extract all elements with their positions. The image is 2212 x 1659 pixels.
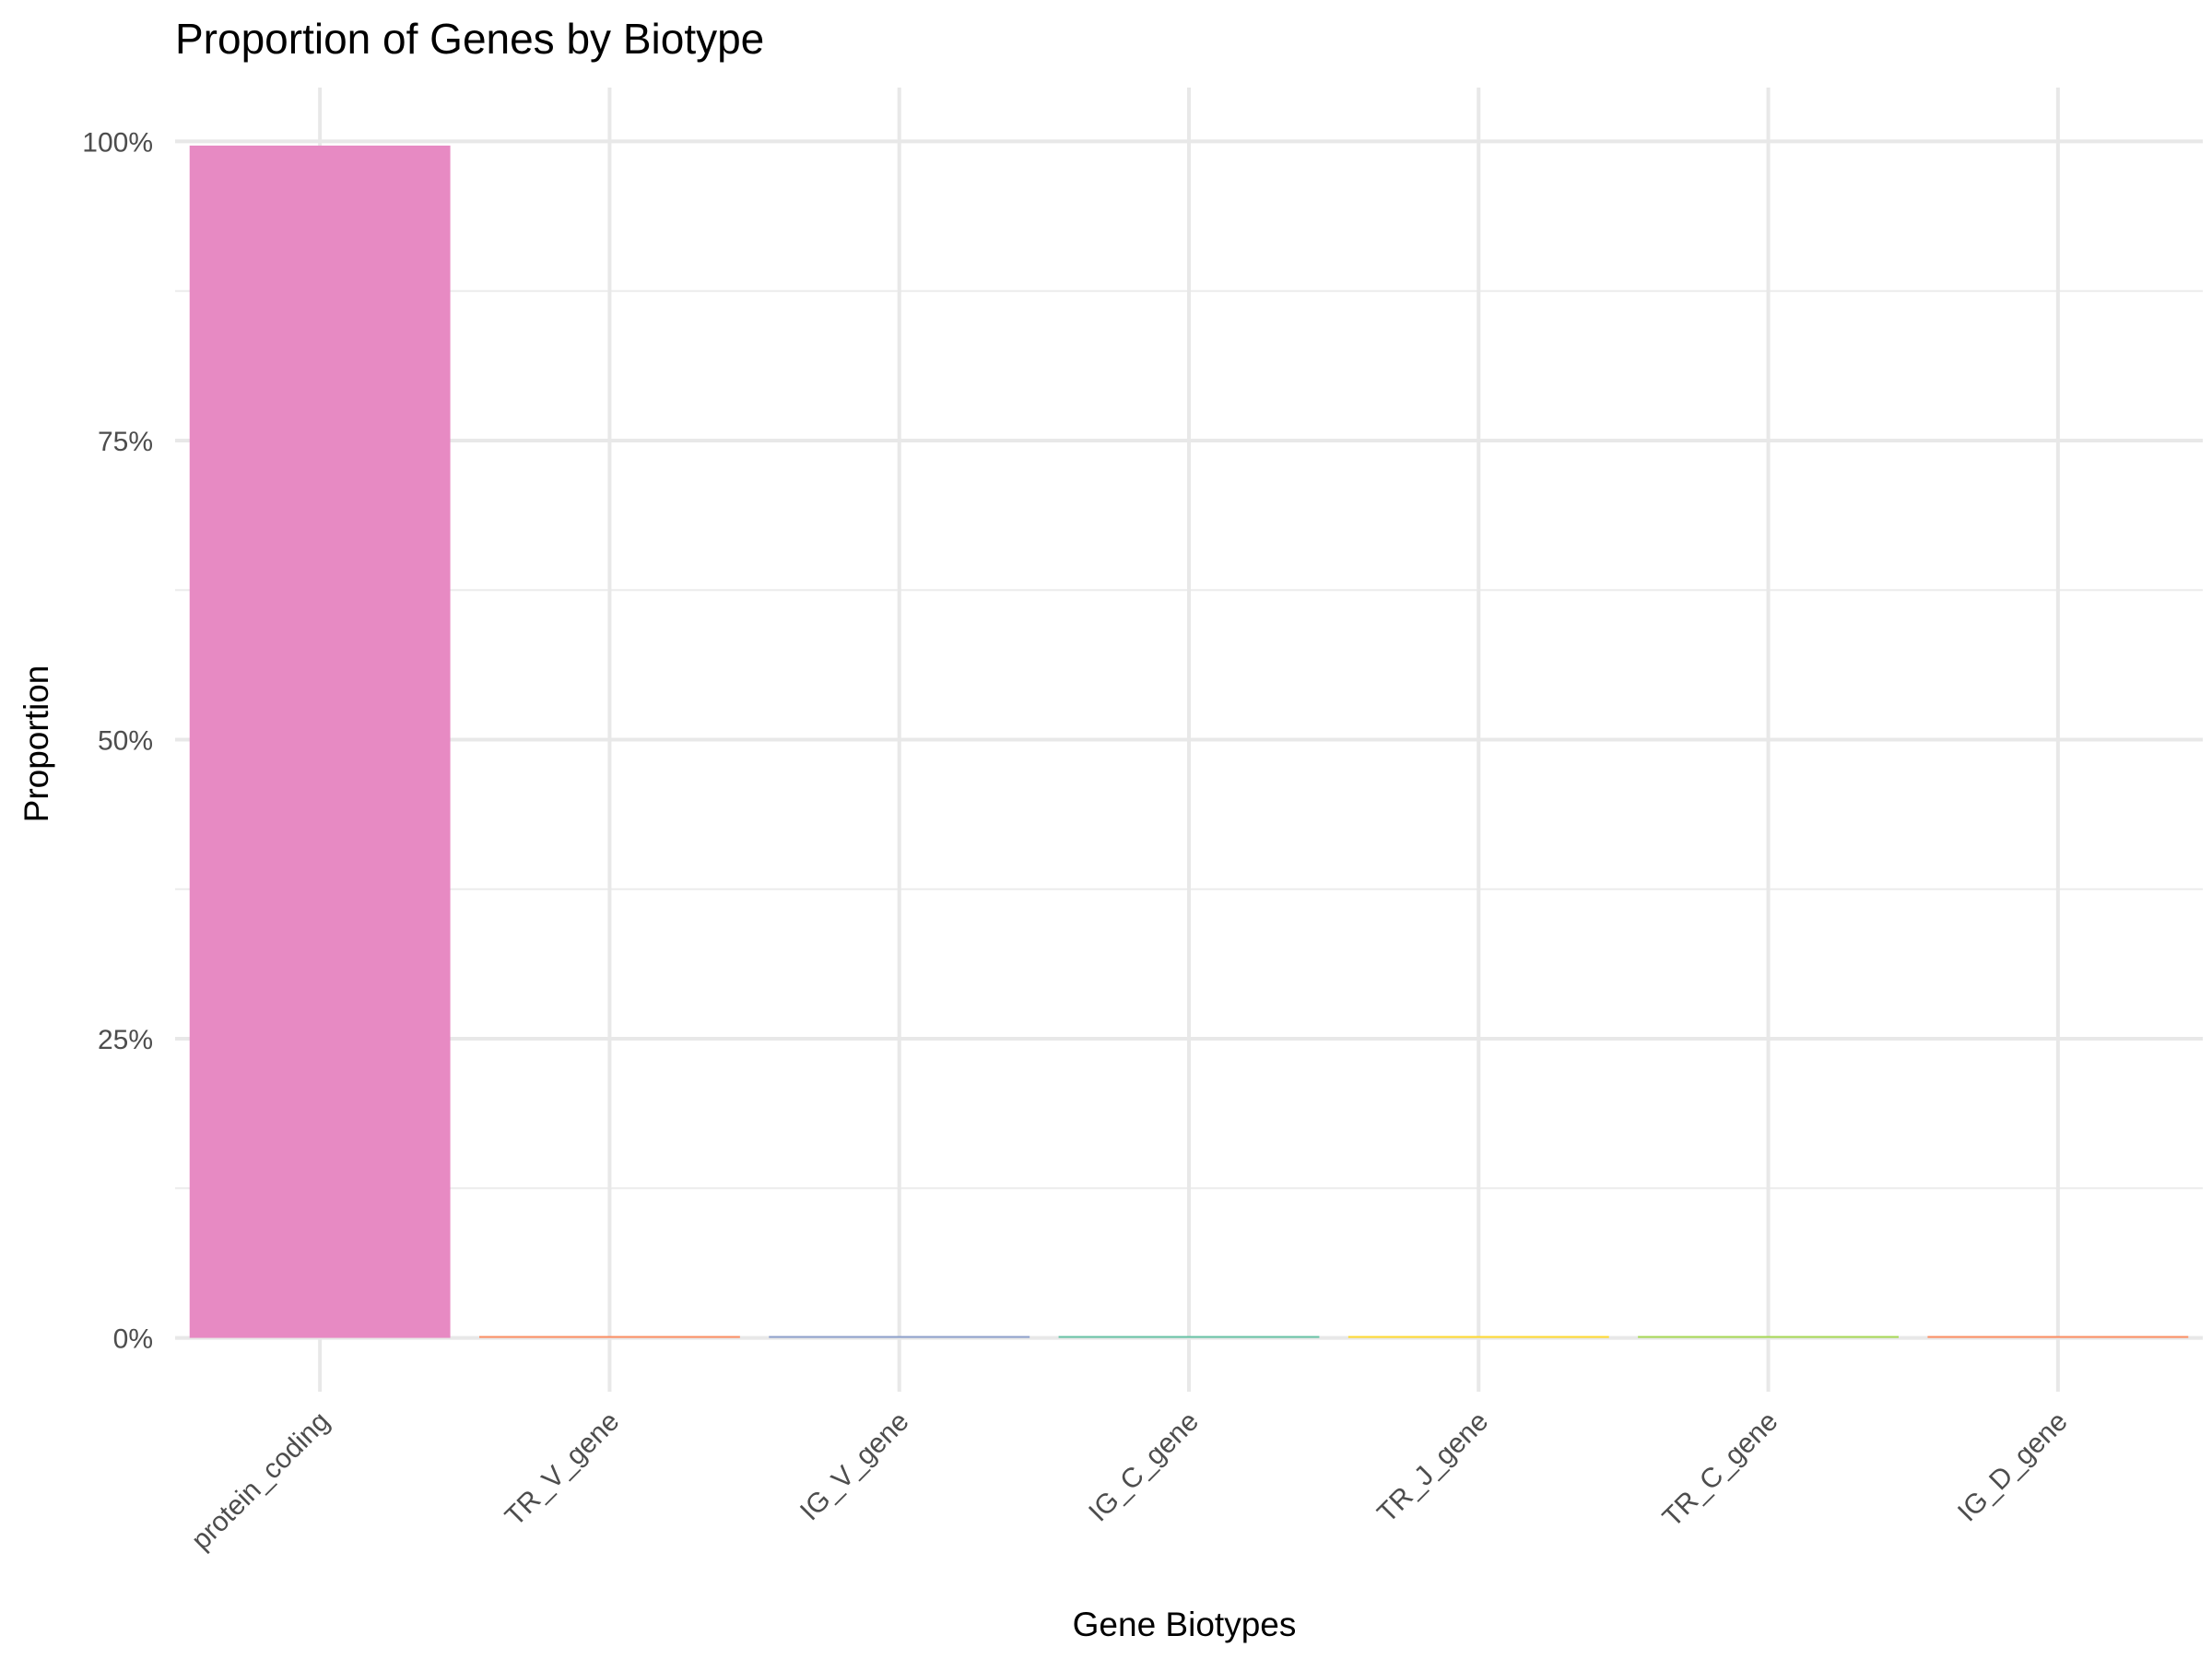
y-tick-label: 0%	[113, 1324, 153, 1355]
y-tick-label: 100%	[82, 127, 153, 158]
bar-ig-v-gene	[769, 1335, 1030, 1338]
y-axis-title: Proportion	[18, 665, 55, 823]
bar-ig-c-gene	[1058, 1335, 1320, 1338]
y-tick-label: 50%	[98, 726, 153, 757]
bar-protein-coding	[189, 145, 451, 1338]
x-axis-title: Gene Biotypes	[1073, 1606, 1297, 1643]
bar-ig-d-gene	[1927, 1335, 2189, 1338]
bar-tr-v-gene	[479, 1335, 740, 1338]
bar-tr-j-gene	[1347, 1335, 1609, 1338]
bars	[189, 145, 2189, 1338]
chart-title: Proportion of Genes by Biotype	[175, 15, 764, 63]
y-tick-label: 75%	[98, 427, 153, 457]
y-axis-ticks: 0% 25% 50% 75% 100%	[82, 127, 153, 1354]
y-tick-label: 25%	[98, 1025, 153, 1055]
bar-tr-c-gene	[1638, 1335, 1899, 1338]
